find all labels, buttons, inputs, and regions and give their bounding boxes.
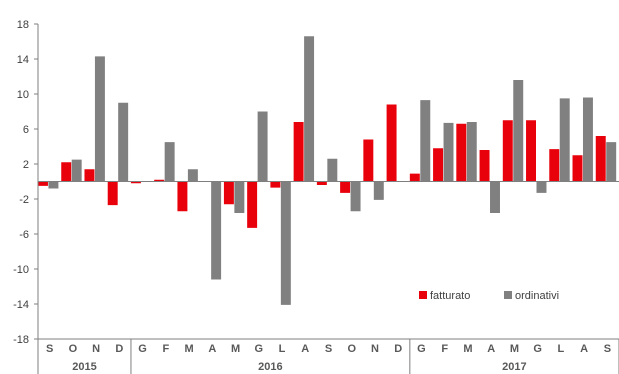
bar-ordinativi-9 bbox=[257, 111, 268, 182]
legend-swatch-fatturato bbox=[419, 291, 427, 299]
y-tick-label: -10 bbox=[13, 264, 29, 276]
x-tick-label: F bbox=[441, 343, 448, 355]
x-tick-label: M bbox=[184, 343, 193, 355]
bars-layer bbox=[38, 36, 617, 305]
bar-ordinativi-19 bbox=[490, 181, 500, 213]
bar-fatturato-11 bbox=[293, 122, 304, 182]
bar-ordinativi-7 bbox=[211, 181, 222, 280]
bar-ordinativi-0 bbox=[48, 181, 59, 189]
x-tick-label: G bbox=[138, 343, 147, 355]
bar-ordinativi-14 bbox=[373, 181, 384, 200]
axes-layer: 18 14 10 6 2 -2 -6 -10 -14 -18 S O N D G F M A M G L A S O N D G F M… bbox=[13, 19, 619, 374]
y-tick-label: 2 bbox=[23, 159, 29, 171]
bar-fatturato-4 bbox=[130, 181, 141, 184]
year-label: 2015 bbox=[72, 361, 96, 373]
x-tick-label: F bbox=[162, 343, 169, 355]
bar-ordinativi-3 bbox=[118, 102, 129, 182]
legend-swatch-ordinativi bbox=[504, 291, 512, 299]
bar-fatturato-15 bbox=[386, 104, 397, 182]
y-tick-label: -6 bbox=[19, 229, 29, 241]
bar-fatturato-9 bbox=[247, 181, 258, 228]
bar-ordinativi-6 bbox=[187, 169, 198, 182]
y-tick-label: -14 bbox=[13, 299, 29, 311]
bar-fatturato-12 bbox=[316, 181, 327, 185]
legend-label-ordinativi: ordinativi bbox=[515, 290, 559, 302]
bar-ordinativi-13 bbox=[350, 181, 361, 212]
x-tick-label: G bbox=[254, 343, 263, 355]
x-tick-label: A bbox=[301, 343, 309, 355]
y-tick-label: -2 bbox=[19, 194, 29, 206]
bar-ordinativi-24 bbox=[606, 142, 617, 182]
bar-fatturato-22 bbox=[549, 149, 560, 182]
bar-ordinativi-10 bbox=[280, 181, 291, 305]
bar-fatturato-19 bbox=[479, 150, 490, 182]
x-tick-label: M bbox=[510, 343, 519, 355]
bar-ordinativi-16 bbox=[420, 100, 431, 182]
bar-fatturato-10 bbox=[270, 181, 281, 188]
x-tick-label: O bbox=[69, 343, 78, 355]
x-tick-label: M bbox=[231, 343, 240, 355]
bar-fatturato-21 bbox=[526, 120, 536, 182]
bar-ordinativi-22 bbox=[559, 98, 570, 182]
y-tick-label: 14 bbox=[17, 54, 29, 66]
bar-ordinativi-8 bbox=[234, 181, 245, 213]
x-tick-label: A bbox=[487, 343, 495, 355]
bar-fatturato-5 bbox=[154, 179, 165, 182]
bar-ordinativi-1 bbox=[71, 159, 82, 182]
x-tick-label: A bbox=[208, 343, 216, 355]
legend: fatturato ordinativi bbox=[419, 290, 559, 302]
x-tick-label: M bbox=[463, 343, 472, 355]
bar-fatturato-13 bbox=[340, 181, 351, 193]
bar-fatturato-14 bbox=[363, 139, 374, 182]
x-tick-label: N bbox=[371, 343, 379, 355]
year-label: 2017 bbox=[502, 361, 526, 373]
x-tick-label: S bbox=[604, 343, 611, 355]
x-tick-label: D bbox=[394, 343, 402, 355]
bar-fatturato-1 bbox=[61, 162, 72, 182]
y-tick-label: 10 bbox=[17, 89, 29, 101]
bar-fatturato-3 bbox=[107, 181, 118, 206]
bar-ordinativi-18 bbox=[466, 122, 477, 182]
bar-ordinativi-5 bbox=[164, 142, 175, 182]
bar-fatturato-17 bbox=[433, 148, 444, 182]
x-tick-label: O bbox=[347, 343, 356, 355]
bar-ordinativi-2 bbox=[94, 56, 105, 182]
y-tick-label: 6 bbox=[23, 124, 29, 136]
x-tick-label: N bbox=[92, 343, 100, 355]
bar-fatturato-0 bbox=[38, 181, 48, 186]
bar-ordinativi-12 bbox=[327, 158, 338, 182]
bar-fatturato-20 bbox=[502, 120, 513, 182]
bar-fatturato-23 bbox=[572, 155, 583, 182]
legend-label-fatturato: fatturato bbox=[430, 290, 470, 302]
bar-fatturato-18 bbox=[456, 123, 467, 182]
bar-fatturato-2 bbox=[84, 169, 95, 182]
bar-fatturato-24 bbox=[595, 136, 606, 182]
x-tick-label: D bbox=[115, 343, 123, 355]
x-tick-label: S bbox=[325, 343, 332, 355]
bar-ordinativi-21 bbox=[536, 181, 547, 193]
y-tick-label: -18 bbox=[13, 334, 29, 346]
bar-ordinativi-20 bbox=[513, 80, 524, 182]
bar-fatturato-6 bbox=[177, 181, 188, 212]
x-tick-label: G bbox=[417, 343, 426, 355]
x-tick-label: S bbox=[46, 343, 53, 355]
bar-fatturato-8 bbox=[223, 181, 234, 205]
x-tick-label: A bbox=[580, 343, 588, 355]
x-tick-label: G bbox=[533, 343, 542, 355]
bar-fatturato-16 bbox=[409, 173, 420, 182]
bar-ordinativi-17 bbox=[443, 122, 454, 182]
y-tick-label: 18 bbox=[17, 19, 29, 31]
x-tick-label: L bbox=[558, 343, 565, 355]
bar-ordinativi-11 bbox=[304, 36, 315, 182]
year-label: 2016 bbox=[258, 361, 282, 373]
bar-ordinativi-23 bbox=[582, 97, 593, 182]
x-tick-label: L bbox=[279, 343, 286, 355]
